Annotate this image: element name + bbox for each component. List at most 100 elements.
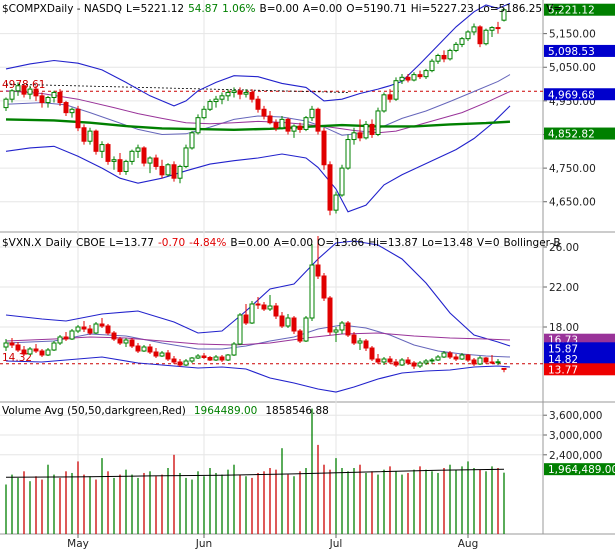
vxn-candle (447, 351, 453, 359)
candle-body (465, 354, 471, 361)
vxn-candle (357, 338, 363, 350)
compx-candle (429, 58, 435, 73)
candle-body (369, 123, 375, 135)
compx-candle (441, 50, 447, 63)
volume-avg-line (5, 468, 505, 478)
candle-body (141, 346, 147, 352)
price-tag-label: 1,964,489.00 (548, 464, 615, 476)
vxn-candle (153, 348, 159, 358)
vxn-candle (285, 314, 291, 328)
compx-candle (327, 161, 333, 216)
price-tag (544, 88, 615, 101)
vxn-candle (315, 236, 321, 279)
candle-body (501, 367, 507, 370)
ma200-line (5, 118, 511, 132)
candle-body (63, 102, 69, 114)
candle-body (81, 326, 87, 330)
compx-header-symbol: $COMPX (2, 3, 47, 15)
vxn-candle (459, 353, 465, 360)
candle-body (213, 356, 219, 361)
price-tag (544, 352, 615, 365)
candle-body (411, 362, 417, 367)
vxn-candle (63, 332, 69, 341)
candle-body (399, 76, 405, 82)
candle-body (267, 115, 273, 124)
candle-body (387, 358, 393, 363)
candle-body (393, 361, 399, 366)
y-tick-label: 22.00 (549, 282, 579, 294)
compx-candle (261, 105, 267, 120)
y-tick-label: 2,400,000 (549, 450, 602, 462)
vxn-candle (411, 361, 417, 369)
candle-body (405, 359, 411, 364)
vxn-header: $VXN.X Daily CBOE L=13.77 -0.70 -4.84% B=0.00 A… (2, 237, 561, 249)
candle-body (219, 95, 225, 100)
vxn-header-pct: -4.84% (189, 237, 226, 249)
candle-body (495, 27, 501, 30)
candle-body (489, 27, 495, 31)
candle-body (333, 329, 339, 333)
vxn-candle (303, 316, 309, 342)
compx-header-b: B=0.00 (259, 3, 298, 15)
candle-body (261, 304, 267, 310)
vxn-candle (261, 302, 267, 311)
compx-header-exchange: - NASDQ (73, 3, 122, 15)
compx-candle (309, 105, 315, 122)
price-tag (544, 342, 615, 355)
candle-body (429, 60, 435, 72)
vxn-candle (477, 356, 483, 365)
candle-body (225, 354, 231, 361)
candle-body (153, 351, 159, 357)
vxn-candle (375, 354, 381, 364)
compx-candle (219, 92, 225, 105)
compx-candle (189, 131, 195, 150)
compx-candle (243, 89, 249, 98)
price-tag (544, 363, 615, 376)
vxn-candle (177, 359, 183, 367)
compx-candle (501, 7, 507, 22)
compx-candle (495, 21, 501, 34)
compx-candle (153, 154, 159, 170)
vxn-candle (213, 355, 219, 361)
vxn-candle (417, 361, 423, 368)
candle-body (345, 322, 351, 336)
candle-body (171, 164, 177, 179)
candle-body (387, 94, 393, 100)
compx-candle (477, 25, 483, 48)
candle-body (207, 357, 213, 361)
candle-body (45, 97, 51, 104)
price-tag-label: 4,969.68 (548, 89, 595, 101)
compx-candle (177, 164, 183, 184)
candle-body (87, 130, 93, 142)
candle-body (201, 355, 207, 358)
compx-candle (21, 84, 27, 98)
candle-body (351, 334, 357, 344)
compx-header-high: Hi=5227.23 (411, 3, 474, 15)
vxn-header-change: -0.70 (158, 237, 185, 249)
price-tag-label: 15.87 (548, 343, 578, 355)
compx-candle (213, 95, 219, 108)
candle-body (75, 108, 81, 129)
candle-body (303, 317, 309, 342)
price-tag-label: 13.77 (548, 364, 578, 376)
candle-body (477, 26, 483, 45)
compx-candle (69, 107, 75, 118)
vxn-candle (309, 244, 315, 321)
price-tag-label: 4,852.82 (548, 129, 595, 141)
candle-body (417, 362, 423, 367)
candle-body (237, 90, 243, 95)
candle-body (279, 315, 285, 327)
vxn-candle (339, 321, 345, 334)
vxn-candle (57, 335, 63, 345)
vxn-candle (369, 346, 375, 361)
candle-body (435, 54, 441, 62)
vxn-bb-middle-line (5, 324, 511, 358)
compx-candle (339, 164, 345, 197)
compx-candle (63, 100, 69, 116)
compx-header-a: A=0.00 (303, 3, 342, 15)
price-tag (544, 3, 615, 16)
candle-body (417, 74, 423, 78)
compx-candle (375, 107, 381, 137)
candle-body (51, 342, 57, 351)
candle-body (315, 264, 321, 277)
